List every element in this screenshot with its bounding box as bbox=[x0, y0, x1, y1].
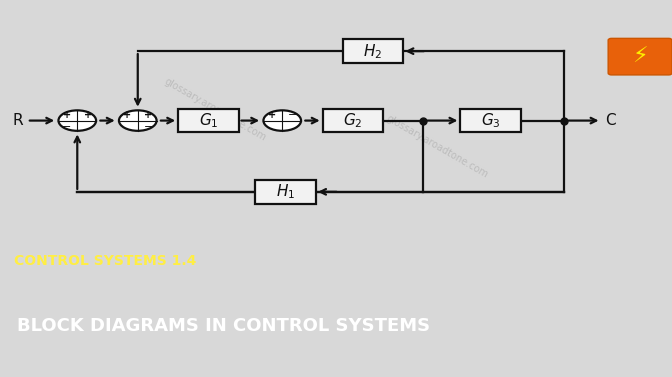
Text: BLOCK DIAGRAMS IN CONTROL SYSTEMS: BLOCK DIAGRAMS IN CONTROL SYSTEMS bbox=[17, 317, 430, 335]
FancyBboxPatch shape bbox=[460, 109, 521, 132]
Text: R: R bbox=[13, 113, 24, 128]
Text: glossary.aroadtone.com: glossary.aroadtone.com bbox=[384, 113, 489, 179]
Text: +: + bbox=[144, 110, 152, 120]
Circle shape bbox=[263, 110, 301, 131]
Text: −: − bbox=[143, 122, 153, 132]
Text: +: + bbox=[83, 110, 91, 120]
Text: +: + bbox=[124, 110, 132, 120]
Circle shape bbox=[58, 110, 96, 131]
Text: −: − bbox=[62, 122, 72, 132]
Text: $H_2$: $H_2$ bbox=[364, 42, 382, 60]
Circle shape bbox=[119, 110, 157, 131]
Text: +: + bbox=[268, 110, 276, 120]
Text: $H_1$: $H_1$ bbox=[276, 182, 295, 201]
Text: ⚡: ⚡ bbox=[632, 47, 648, 67]
FancyBboxPatch shape bbox=[608, 38, 672, 75]
FancyBboxPatch shape bbox=[343, 39, 403, 63]
Text: $G_1$: $G_1$ bbox=[198, 111, 218, 130]
FancyBboxPatch shape bbox=[255, 180, 316, 204]
Text: −: − bbox=[288, 110, 297, 120]
Text: $G_3$: $G_3$ bbox=[480, 111, 501, 130]
Text: +: + bbox=[63, 110, 71, 120]
Text: $G_2$: $G_2$ bbox=[343, 111, 363, 130]
Text: C: C bbox=[605, 113, 616, 128]
Text: CONTROL SYSTEMS 1.4: CONTROL SYSTEMS 1.4 bbox=[14, 254, 197, 268]
Text: glossary.aroadtone.com: glossary.aroadtone.com bbox=[163, 76, 267, 143]
FancyBboxPatch shape bbox=[323, 109, 383, 132]
FancyBboxPatch shape bbox=[178, 109, 239, 132]
